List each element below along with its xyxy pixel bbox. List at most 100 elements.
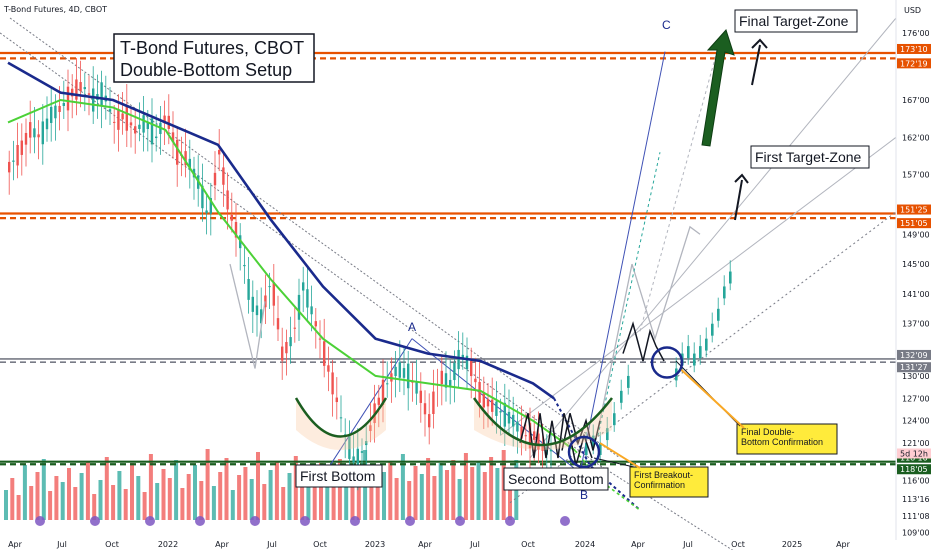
candle-body — [134, 126, 137, 134]
candle-body — [386, 383, 389, 385]
confirmation-circle — [650, 346, 684, 379]
y-tick-label: 172'19 — [900, 59, 928, 68]
point-a-label: A — [408, 320, 416, 334]
annotation-box — [734, 9, 858, 33]
candle-body — [356, 448, 359, 474]
y-tick-label: 157'00 — [902, 171, 930, 180]
candle-body — [381, 379, 385, 405]
candle-body — [29, 122, 32, 138]
annotation-text: First Breakout- — [634, 470, 693, 480]
x-tick-label: Jul — [682, 540, 693, 549]
y-tick-label: 151'05 — [900, 219, 928, 228]
candle-body — [272, 282, 275, 306]
candle-body — [585, 443, 588, 455]
projection-lines — [229, 40, 721, 466]
x-tick-label: Apr — [836, 540, 851, 549]
candle-body — [176, 139, 179, 165]
title-box-frame — [113, 33, 315, 83]
chart-subtitle: Double-Bottom Setup — [120, 60, 292, 80]
annotation-text: Final Double- — [741, 427, 795, 437]
y-tick-label: 116'00 — [902, 476, 930, 485]
volume-bar — [167, 478, 172, 520]
price-level-badge — [897, 58, 931, 69]
volume-bar — [16, 495, 21, 520]
x-tick-label: Apr — [8, 540, 23, 549]
callout-pointer — [593, 457, 635, 468]
candle-body — [524, 435, 527, 437]
candle-body — [243, 264, 246, 267]
candle-body — [516, 421, 519, 432]
volume-bar — [350, 465, 355, 520]
candle-body — [100, 82, 103, 106]
volume-bar — [4, 490, 8, 520]
volume-bar — [482, 472, 487, 520]
annotation-text: Final Target-Zone — [739, 13, 849, 29]
volume-bar — [155, 483, 160, 520]
x-tick-label: 2025 — [782, 540, 802, 549]
price-level-badge — [897, 464, 931, 475]
candle-body — [449, 379, 452, 387]
volume-bar — [400, 454, 405, 520]
candle-body — [230, 215, 233, 221]
candle-body — [533, 431, 536, 440]
price-level-badge — [897, 218, 931, 229]
price-level-badge — [897, 362, 931, 373]
volume-bar — [432, 476, 437, 520]
candle-body — [507, 411, 511, 424]
annotation-text: First Target-Zone — [755, 149, 862, 165]
candle-body — [79, 82, 82, 92]
y-tick-label: 162'00 — [902, 133, 930, 142]
candle-body — [478, 381, 481, 403]
volume-bar — [73, 487, 78, 520]
volume-bar — [10, 478, 15, 520]
volume-bar — [489, 457, 494, 520]
candle-body — [302, 282, 305, 291]
volume-bar — [98, 480, 103, 520]
candle-body — [205, 210, 208, 214]
y-tick-label: 127'00 — [902, 394, 930, 403]
candle-body — [402, 368, 406, 378]
candle-body — [482, 392, 485, 408]
candle-body — [503, 402, 506, 427]
candle-body — [606, 428, 609, 441]
volume-bar — [193, 465, 197, 520]
volume-bar — [224, 458, 229, 520]
first-target-label: First Target-Zone — [750, 145, 870, 169]
x-tick-label: Apr — [215, 540, 230, 549]
price-level-badge — [897, 349, 931, 360]
volume-bar — [199, 481, 204, 520]
candle-body — [276, 318, 280, 330]
annotation-text: Confirmation — [634, 480, 685, 490]
volume-bar — [249, 479, 254, 520]
y-axis: 176'00 173'10 172'19 167'00 162'00 157'00 151'… — [895, 0, 932, 550]
event-marker — [350, 516, 360, 526]
candle-body — [247, 279, 250, 300]
y-tick-label: 111'08 — [902, 512, 930, 521]
y-tick-label: 121'00 — [902, 439, 930, 448]
candle-body — [599, 443, 602, 455]
candle-body — [66, 86, 70, 111]
candle-body — [129, 122, 133, 126]
volume-bar — [111, 485, 116, 520]
point-c-label: C — [662, 18, 671, 32]
candle-body — [188, 158, 191, 170]
volume-bar — [136, 476, 141, 520]
price-levels — [0, 51, 896, 466]
volume-bars — [4, 449, 570, 526]
candle-body — [348, 436, 351, 459]
candle-body — [453, 362, 456, 381]
currency-label: USD — [904, 6, 921, 15]
candle-body — [549, 449, 553, 452]
candle-body — [339, 417, 343, 419]
candle-body — [705, 338, 708, 351]
volume-bar — [337, 459, 342, 520]
candle-body — [687, 346, 690, 359]
second-bottom-label: Second Bottom — [503, 467, 609, 491]
candle-body — [495, 401, 498, 416]
first-bottom-bowl — [294, 397, 388, 438]
volume-bar — [256, 452, 260, 520]
candle-body — [423, 403, 427, 415]
x-tick-label: 2022 — [158, 540, 178, 549]
